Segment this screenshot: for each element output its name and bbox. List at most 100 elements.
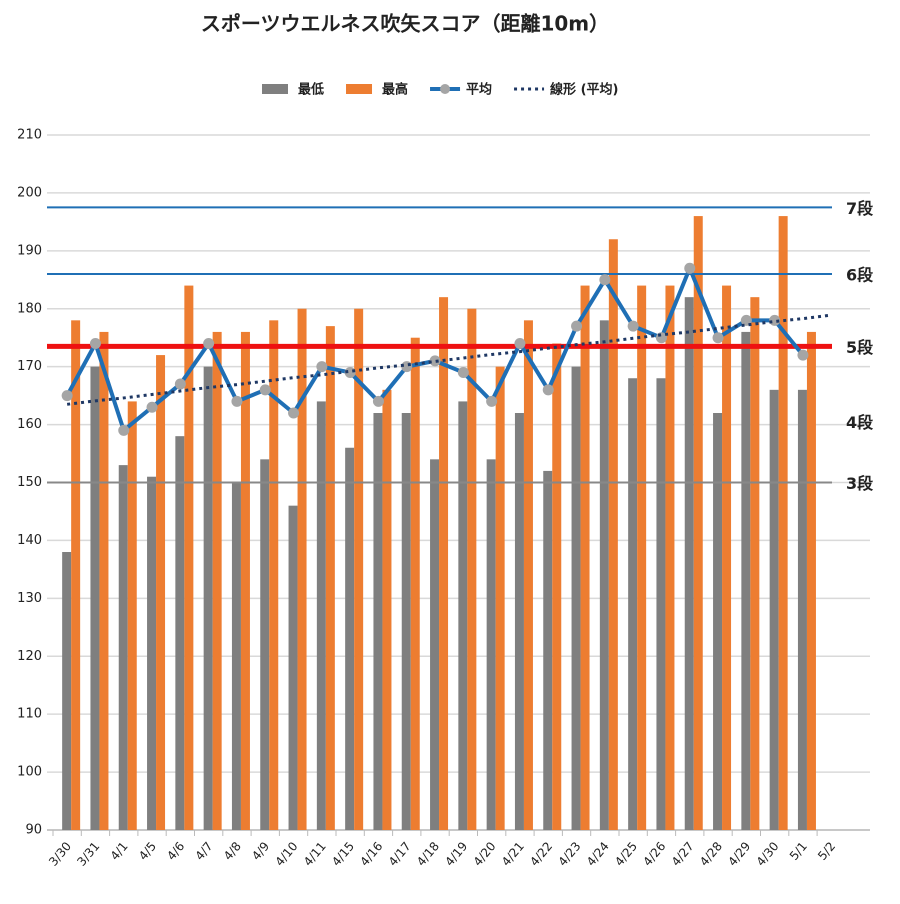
bar bbox=[147, 476, 157, 830]
x-tick-label: 3/31 bbox=[74, 839, 102, 869]
x-tick-label: 4/20 bbox=[471, 839, 499, 869]
bar bbox=[552, 343, 562, 830]
legend-swatch bbox=[262, 84, 288, 94]
average-marker bbox=[203, 338, 215, 349]
bar bbox=[184, 285, 194, 830]
y-tick-label: 210 bbox=[17, 128, 42, 143]
x-tick-label: 5/2 bbox=[815, 839, 838, 863]
average-marker bbox=[571, 320, 583, 332]
legend-item: 平均 bbox=[430, 82, 492, 98]
bar bbox=[523, 320, 533, 830]
y-tick-label: 190 bbox=[17, 243, 42, 258]
x-tick-label: 4/11 bbox=[301, 839, 329, 869]
x-tick-label: 3/30 bbox=[46, 839, 74, 869]
bar bbox=[495, 366, 505, 830]
x-tick-label: 4/30 bbox=[754, 839, 782, 869]
legend-label: 平均 bbox=[466, 82, 492, 98]
bar bbox=[741, 331, 751, 830]
x-tick-label: 4/26 bbox=[640, 839, 668, 869]
bar bbox=[514, 413, 524, 830]
average-marker bbox=[118, 424, 130, 436]
bar bbox=[486, 459, 496, 830]
bar bbox=[127, 401, 137, 830]
x-tick-label: 4/6 bbox=[164, 839, 187, 863]
bar bbox=[156, 355, 166, 830]
bar bbox=[99, 331, 109, 830]
average-marker bbox=[429, 355, 441, 367]
bar bbox=[354, 308, 364, 830]
x-tick-label: 4/19 bbox=[442, 839, 470, 869]
bar bbox=[665, 285, 675, 830]
bar bbox=[373, 413, 383, 830]
bar bbox=[806, 331, 816, 830]
bar bbox=[628, 378, 638, 830]
legend-item: 最低 bbox=[262, 82, 324, 98]
y-tick-label: 160 bbox=[17, 417, 42, 432]
legend-label: 最低 bbox=[298, 82, 324, 98]
legend-marker bbox=[440, 84, 451, 94]
bar bbox=[203, 366, 213, 830]
x-tick-label: 4/1 bbox=[108, 839, 131, 863]
y-tick-label: 200 bbox=[17, 185, 42, 200]
bar bbox=[325, 326, 335, 830]
reference-label: 5段 bbox=[846, 338, 874, 357]
bar bbox=[543, 470, 553, 830]
y-tick-label: 150 bbox=[17, 475, 42, 490]
x-tick-label: 5/1 bbox=[787, 839, 810, 863]
bar bbox=[410, 337, 420, 830]
bar bbox=[684, 297, 694, 831]
bar bbox=[769, 389, 779, 830]
bar bbox=[240, 331, 250, 830]
x-tick-label: 4/24 bbox=[584, 839, 612, 869]
x-tick-label: 4/18 bbox=[414, 839, 442, 869]
average-marker bbox=[712, 332, 724, 344]
reference-label: 3段 bbox=[846, 474, 874, 493]
bar bbox=[175, 436, 185, 830]
bar bbox=[637, 285, 647, 830]
bar bbox=[713, 413, 723, 830]
x-tick-label: 4/7 bbox=[192, 839, 215, 863]
bar bbox=[778, 216, 788, 831]
chart-title: スポーツウエルネス吹矢スコア（距離10m） bbox=[201, 12, 609, 36]
average-marker bbox=[514, 338, 526, 349]
legend-swatch bbox=[346, 84, 373, 94]
y-tick-label: 140 bbox=[17, 533, 42, 548]
average-marker bbox=[542, 384, 554, 396]
bar bbox=[212, 331, 222, 830]
average-marker bbox=[231, 395, 243, 407]
bar bbox=[439, 297, 449, 831]
y-tick-label: 110 bbox=[17, 707, 42, 722]
bar bbox=[90, 366, 100, 830]
reference-label: 7段 bbox=[846, 199, 874, 218]
average-marker bbox=[146, 401, 158, 413]
average-marker bbox=[627, 320, 639, 332]
reference-label: 6段 bbox=[846, 266, 874, 285]
x-tick-label: 4/22 bbox=[527, 839, 555, 869]
bar bbox=[467, 308, 477, 830]
bar bbox=[316, 401, 326, 830]
average-marker bbox=[740, 314, 752, 326]
average-marker bbox=[89, 338, 101, 349]
average-marker bbox=[457, 366, 469, 378]
bar bbox=[401, 413, 411, 830]
average-marker bbox=[316, 361, 328, 373]
x-tick-label: 4/29 bbox=[725, 839, 753, 869]
bar bbox=[656, 378, 666, 830]
average-marker bbox=[372, 395, 384, 407]
y-tick-label: 180 bbox=[17, 301, 42, 316]
x-tick-label: 4/21 bbox=[499, 839, 527, 869]
legend-label: 線形 (平均) bbox=[550, 82, 618, 98]
average-marker bbox=[259, 384, 271, 396]
bar bbox=[458, 401, 468, 830]
x-tick-label: 4/15 bbox=[329, 839, 357, 869]
x-tick-label: 4/28 bbox=[697, 839, 725, 869]
y-tick-label: 130 bbox=[17, 591, 42, 606]
average-marker bbox=[599, 274, 611, 286]
bar bbox=[693, 216, 703, 831]
bar bbox=[571, 366, 581, 830]
bar bbox=[231, 482, 241, 830]
average-marker bbox=[486, 395, 498, 407]
bar bbox=[580, 285, 590, 830]
x-tick-label: 4/25 bbox=[612, 839, 640, 869]
